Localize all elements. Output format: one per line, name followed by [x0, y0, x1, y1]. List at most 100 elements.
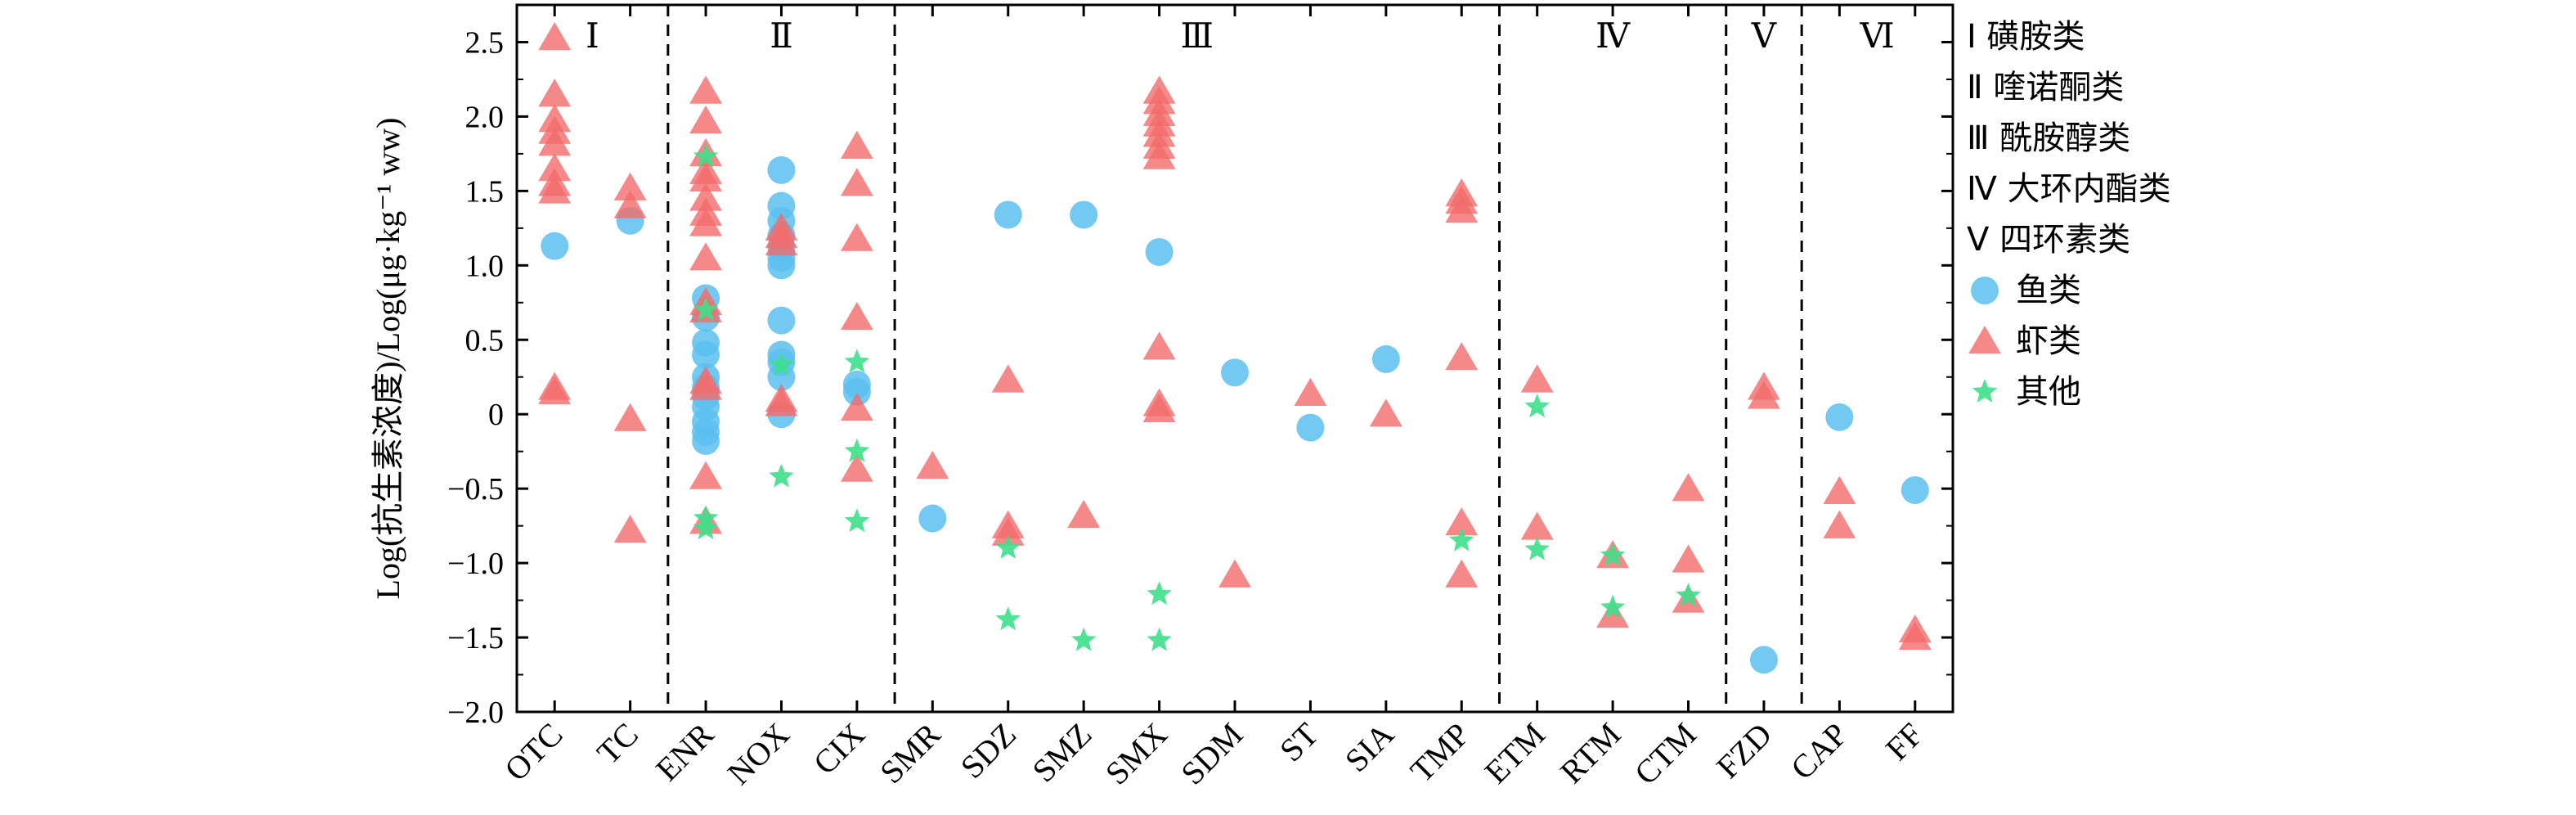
shrimp-point	[1067, 499, 1101, 529]
shrimp-point	[1445, 559, 1479, 588]
shrimp-point	[613, 515, 647, 543]
y-tick-label: 2.0	[465, 100, 505, 134]
shrimp-point	[689, 163, 723, 192]
shrimp-point	[689, 208, 723, 236]
x-category-label: ST	[1272, 716, 1326, 769]
shrimp-point	[1898, 622, 1932, 651]
shrimp-point	[538, 128, 572, 156]
fish-point	[842, 377, 871, 406]
x-category-label: ETM	[1478, 716, 1553, 791]
y-tick-label: 0.5	[465, 323, 505, 358]
shrimp-point	[1823, 475, 1856, 504]
group-label: Ⅴ	[1751, 18, 1777, 56]
legend-group-entry: Ⅲ 酰胺醇类	[1967, 119, 2130, 157]
legend-circle-icon	[1971, 277, 1999, 304]
other-point	[844, 438, 870, 462]
shrimp-point	[689, 461, 723, 489]
other-point	[693, 143, 719, 168]
shrimp-point	[916, 450, 949, 480]
x-category-label: SDM	[1174, 716, 1250, 792]
x-category-label: TMP	[1403, 716, 1477, 790]
shrimp-point	[1218, 559, 1251, 588]
shrimp-point	[765, 227, 798, 256]
y-tick-label: 0	[488, 398, 504, 432]
shrimp-point	[538, 175, 572, 204]
y-tick-label: 1.5	[465, 174, 505, 209]
fish-point	[767, 306, 796, 335]
x-category-label: RTM	[1553, 716, 1627, 790]
fish-point	[1371, 344, 1400, 373]
x-category-label: OTC	[497, 716, 569, 788]
shrimp-point	[538, 22, 572, 51]
fish-point	[767, 251, 796, 280]
shrimp-point	[1596, 599, 1630, 628]
shrimp-point	[538, 79, 572, 107]
legend-group-entry: Ⅴ 四环素类	[1967, 221, 2130, 259]
shrimp-point	[1445, 195, 1479, 223]
other-point	[1524, 536, 1550, 561]
x-category-label: SMX	[1098, 715, 1174, 791]
other-point	[1070, 627, 1097, 651]
x-category-label: SMR	[873, 715, 948, 790]
legend-group-entry: Ⅰ 磺胺类	[1967, 18, 2085, 56]
fish-point	[1749, 646, 1778, 674]
legend-star-icon	[1972, 379, 1998, 403]
shrimp-point	[689, 182, 723, 211]
shrimp-point	[1369, 398, 1402, 427]
shrimp-point	[1672, 473, 1705, 502]
x-category-label: CTM	[1627, 716, 1703, 792]
other-point	[1600, 594, 1626, 619]
shrimp-point	[1142, 331, 1176, 360]
y-tick-label: −1.5	[447, 621, 504, 655]
legend-series-label: 虾类	[2016, 322, 2081, 360]
shrimp-point	[840, 130, 873, 159]
shrimp-point	[613, 190, 647, 218]
y-tick-label: −2.0	[447, 696, 504, 730]
fish-point	[1070, 200, 1098, 229]
legend-series-label: 鱼类	[2016, 272, 2081, 309]
x-category-label: TC	[590, 716, 645, 772]
fish-point	[1825, 403, 1854, 431]
x-category-label: CIX	[806, 715, 873, 781]
fish-point	[1145, 237, 1174, 266]
x-category-label: SIA	[1338, 715, 1401, 778]
shrimp-point	[1142, 141, 1176, 169]
legend-triangle-icon	[1968, 326, 2001, 354]
shrimp-point	[840, 301, 873, 331]
other-point	[844, 508, 870, 533]
y-tick-label: −1.0	[447, 547, 504, 581]
shrimp-point	[1672, 544, 1705, 573]
other-point	[1449, 527, 1474, 552]
fish-point	[541, 232, 569, 260]
other-point	[769, 463, 794, 488]
shrimp-point	[613, 403, 647, 431]
fish-point	[767, 155, 796, 184]
fish-point	[692, 426, 720, 455]
other-point	[693, 516, 719, 540]
shrimp-point	[1445, 342, 1479, 371]
other-point	[995, 606, 1021, 631]
shrimp-point	[840, 168, 873, 196]
shrimp-point	[613, 172, 647, 200]
x-category-label: SMZ	[1025, 716, 1099, 790]
shrimp-point	[840, 453, 873, 482]
shrimp-point	[1294, 377, 1327, 406]
plot-area	[538, 22, 1932, 674]
shrimp-point	[538, 153, 572, 182]
legend-group-entry: Ⅳ 大环内酯类	[1967, 170, 2171, 208]
plot-frame	[515, 3, 1954, 714]
fish-point	[994, 200, 1022, 229]
other-point	[1147, 581, 1172, 606]
fish-point	[1901, 475, 1929, 504]
other-point	[1600, 543, 1626, 566]
x-category-label: FF	[1878, 716, 1930, 768]
other-point	[1524, 394, 1550, 418]
fish-point	[1296, 413, 1325, 442]
shrimp-point	[1520, 364, 1554, 393]
other-point	[1676, 583, 1701, 607]
shrimp-point	[765, 388, 798, 417]
shrimp-point	[689, 105, 723, 134]
shrimp-point	[991, 364, 1025, 393]
